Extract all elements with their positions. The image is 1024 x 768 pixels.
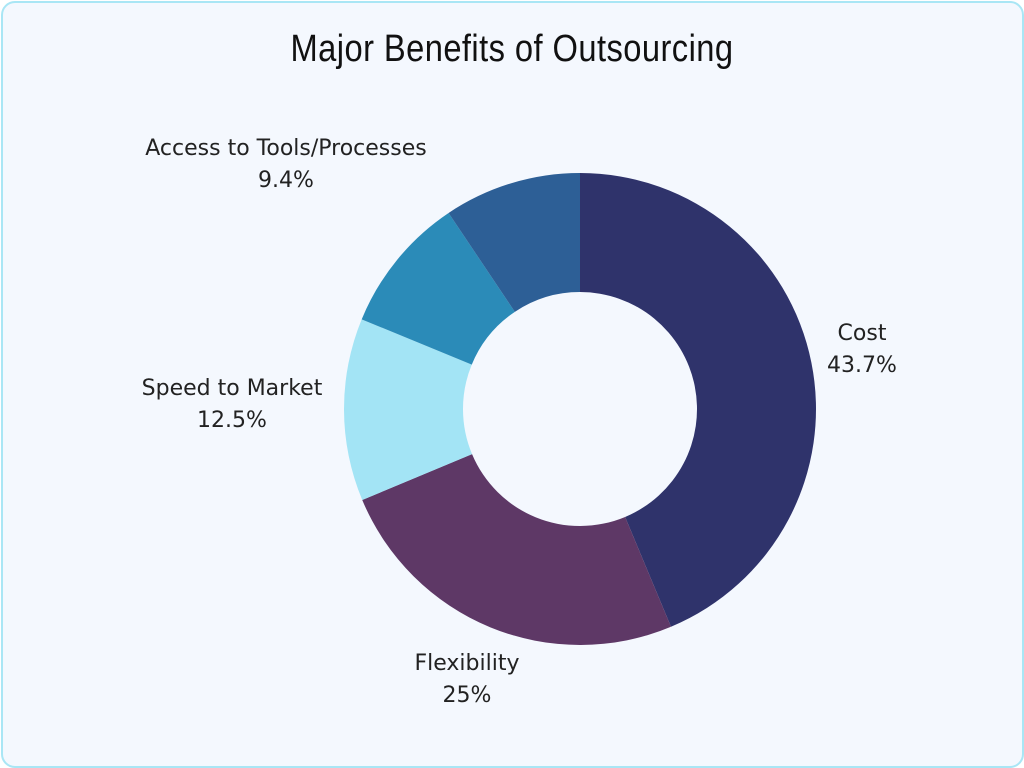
donut-slice-unlabeled — [361, 212, 515, 365]
chart-title: Major Benefits of Outsourcing — [290, 28, 734, 70]
slice-label-access: Access to Tools/Processes 9.4% — [145, 136, 427, 193]
donut-slice-speed-to-market — [344, 319, 473, 500]
donut-slice-flexibility — [362, 454, 671, 645]
donut-slice-cost — [580, 173, 817, 627]
slice-label-flexibility: Flexibility 25% — [414, 651, 520, 708]
donut-slice-access-to-tools-processes — [448, 173, 580, 312]
slice-label-speed: Speed to Market 12.5% — [141, 376, 323, 433]
slice-label-cost: Cost 43.7% — [827, 321, 897, 378]
